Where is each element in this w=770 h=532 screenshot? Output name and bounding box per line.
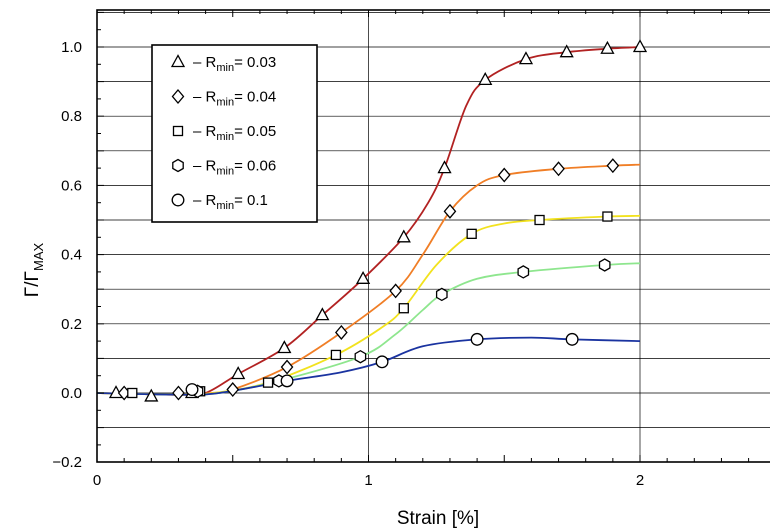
y-tick-label: 1.0	[61, 39, 82, 56]
data-point-diamond	[389, 283, 403, 299]
legend-entry-1: – Rmin= 0.03	[193, 54, 276, 74]
data-point-triangle	[355, 270, 371, 284]
data-point-diamond	[226, 382, 240, 398]
data-point-diamond	[443, 203, 457, 219]
legend-prefix: – R	[193, 123, 217, 140]
legend-value: = 0.04	[234, 89, 276, 106]
data-point-triangle	[231, 366, 246, 380]
y-tick-label: 0.2	[61, 316, 82, 333]
legend-subscript: min	[216, 62, 234, 74]
ticks	[96, 10, 750, 462]
legend-value: = 0.05	[234, 123, 276, 140]
data-point-circle	[280, 374, 294, 388]
legend-square-icon	[172, 125, 184, 137]
data-point-circle	[565, 332, 579, 346]
x-tick-label: 1	[364, 472, 372, 489]
legend-subscript: min	[216, 131, 234, 143]
data-point-triangle	[277, 340, 292, 354]
data-point-triangle	[559, 44, 574, 58]
y-tick-label: −0.2	[52, 454, 82, 471]
data-point-diamond	[606, 158, 620, 174]
legend-diamond-icon	[171, 88, 185, 105]
data-point-circle	[375, 355, 389, 369]
y-axis-label: Γ/ΓMAX	[22, 242, 46, 297]
data-point-hexagon	[598, 258, 611, 272]
data-point-hexagon	[517, 265, 530, 279]
legend-prefix: – R	[193, 192, 217, 209]
y-axis-label-text: Γ/Γ	[22, 271, 43, 297]
y-tick-label: 0.4	[61, 247, 82, 264]
data-point-triangle	[632, 39, 648, 53]
data-point-triangle	[600, 40, 615, 54]
data-point-triangle	[315, 307, 330, 321]
data-point-triangle	[437, 160, 452, 174]
legend-value: = 0.1	[234, 192, 268, 209]
data-point-diamond	[497, 167, 511, 183]
data-point-square	[398, 303, 409, 314]
legend-prefix: – R	[193, 89, 217, 106]
data-point-triangle	[144, 388, 159, 402]
legend-hexagon-icon	[172, 158, 184, 173]
legend-subscript: min	[216, 200, 234, 212]
data-point-hexagon	[435, 287, 448, 302]
legend: – Rmin= 0.03– Rmin= 0.04– Rmin= 0.05– Rm…	[151, 44, 318, 223]
plot-frame	[96, 9, 770, 463]
y-axis-label-main: Γ/ΓMAX	[22, 242, 46, 297]
data-point-diamond	[334, 324, 348, 340]
markers	[108, 39, 648, 402]
series-line-1	[96, 46, 641, 397]
data-point-square	[127, 387, 138, 399]
legend-entry-3: – Rmin= 0.05	[193, 123, 276, 143]
legend-prefix: – R	[193, 158, 217, 175]
legend-entry-4: – Rmin= 0.06	[193, 158, 276, 178]
x-tick-label: 0	[93, 472, 101, 489]
y-axis-label-subscript: MAX	[31, 242, 46, 271]
data-point-square	[466, 228, 477, 239]
legend-prefix: – R	[193, 54, 217, 71]
y-tick-label: 0.0	[61, 385, 82, 402]
x-tick-label: 2	[636, 472, 644, 489]
y-tick-label: 0.8	[61, 108, 82, 125]
legend-subscript: min	[216, 166, 234, 178]
data-point-triangle	[478, 72, 493, 86]
data-point-square	[602, 211, 613, 222]
data-point-square	[534, 214, 545, 226]
data-point-square	[330, 349, 342, 361]
data-point-diamond	[172, 385, 185, 401]
legend-value: = 0.06	[234, 158, 276, 175]
data-point-circle	[185, 383, 199, 396]
legend-value: = 0.03	[234, 54, 276, 71]
y-tick-label: 0.6	[61, 177, 82, 194]
legend-circle-icon	[171, 193, 185, 207]
legend-subscript: min	[216, 97, 234, 109]
data-point-diamond	[552, 161, 565, 177]
data-point-diamond	[280, 359, 294, 375]
data-point-hexagon	[354, 349, 367, 364]
data-point-triangle	[518, 51, 534, 65]
legend-triangle-icon	[170, 54, 186, 68]
tick-labels: −0.2 0.0 0.2 0.4 0.6 0.8 1.0 0 1 2	[52, 39, 644, 489]
legend-entry-5: – Rmin= 0.1	[193, 192, 268, 212]
data-point-circle	[470, 332, 484, 346]
data-point-triangle	[396, 229, 411, 243]
x-axis-label: Strain [%]	[397, 508, 479, 529]
data-point-square	[262, 377, 274, 388]
legend-entry-2: – Rmin= 0.04	[193, 89, 276, 109]
